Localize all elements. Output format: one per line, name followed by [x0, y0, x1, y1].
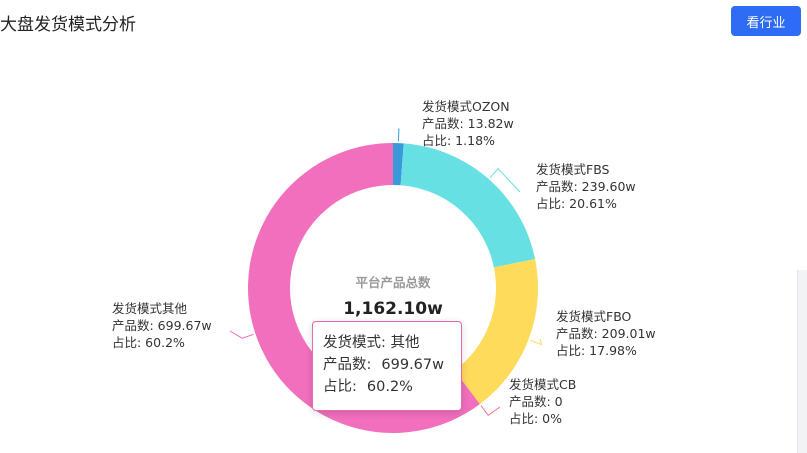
tooltip-mode-label: 发货模式:: [323, 335, 391, 351]
slice-other[interactable]: [247, 143, 480, 433]
tooltip-share-value: 60.2%: [366, 379, 413, 395]
view-industry-button[interactable]: 看行业: [731, 6, 801, 36]
center-total: 1,162.10w: [343, 299, 443, 319]
leader-line-cb: [480, 405, 501, 417]
slice-label-count-other: 产品数: 699.67w: [112, 318, 212, 333]
slice-label-count-fbs: 产品数: 239.60w: [536, 179, 636, 194]
slice-label-name-ozon: 发货模式OZON: [422, 99, 510, 114]
slice-ozon[interactable]: [393, 143, 404, 186]
slice-label-share-fbs: 占比: 20.61%: [536, 196, 617, 211]
slice-label-name-fbo: 发货模式FBO: [556, 309, 632, 324]
page-title: 大盘发货模式分析: [0, 15, 136, 35]
slice-fbo[interactable]: [454, 259, 538, 405]
slice-label-share-cb: 占比: 0%: [509, 411, 562, 426]
leader-line-fbs: [489, 167, 521, 193]
tooltip-count-row: 产品数: 699.67w: [323, 354, 451, 376]
tooltip-share-label: 占比:: [323, 379, 357, 395]
tooltip-mode-row: 发货模式: 其他: [323, 332, 451, 354]
tooltip-mode-value: 其他: [390, 335, 420, 351]
slice-label-name-fbs: 发货模式FBS: [536, 162, 610, 177]
slice-fbs[interactable]: [400, 143, 536, 268]
slice-label-name-other: 发货模式其他: [112, 301, 188, 316]
tooltip-count-value: 699.67w: [381, 357, 444, 373]
slice-label-share-ozon: 占比: 1.18%: [422, 133, 495, 148]
leader-line-ozon: [397, 128, 400, 142]
scrollbar-track[interactable]: [797, 270, 807, 453]
slice-label-count-ozon: 产品数: 13.82w: [422, 116, 514, 131]
tooltip-count-label: 产品数:: [323, 357, 372, 373]
leader-line-other: [229, 330, 254, 339]
slice-label-share-other: 占比: 60.2%: [112, 335, 185, 350]
leader-line-fbo: [530, 338, 543, 346]
slice-label-count-fbo: 产品数: 209.01w: [556, 326, 656, 341]
slice-label-count-cb: 产品数: 0: [509, 394, 563, 409]
tooltip-share-row: 占比: 60.2%: [323, 376, 451, 398]
center-title: 平台产品总数: [355, 275, 431, 290]
slice-label-name-cb: 发货模式CB: [509, 377, 576, 392]
slice-label-share-fbo: 占比: 17.98%: [556, 343, 637, 358]
chart-tooltip: 发货模式: 其他 产品数: 699.67w 占比: 60.2%: [312, 321, 462, 411]
